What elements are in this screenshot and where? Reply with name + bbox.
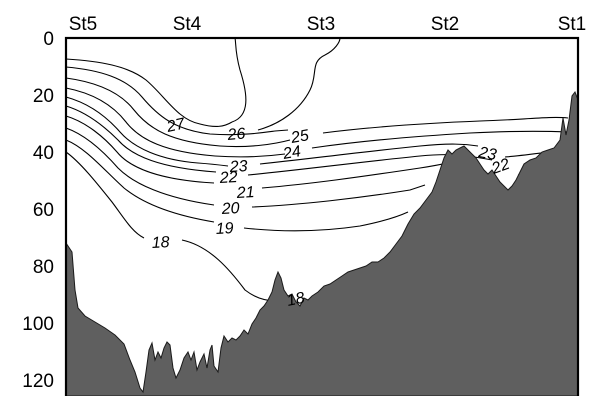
contour-label: 21 [235,184,255,202]
contour-label: 19 [215,220,234,238]
depth-tick-label: 20 [33,86,54,107]
station-axis: St5 St4 St3 St2 St1 [69,14,587,35]
depth-tick-label: 100 [22,314,54,335]
contour-label: 27 [164,115,187,136]
isotherm-upper-boundary [231,37,247,123]
depth-tick-label: 80 [33,257,54,278]
isotherm-24 [65,87,569,158]
isotherm-26 [65,66,289,136]
contour-label: 22 [218,169,238,187]
isotherm-25 [65,77,569,148]
station-label: St1 [558,14,587,35]
depth-tick-label: 40 [33,143,54,164]
station-label: St2 [431,14,460,35]
depth-tick-label: 120 [22,371,54,392]
contour-label: 20 [220,200,240,218]
seafloor-bathymetry [65,90,579,396]
contour-label: 23 [476,144,498,164]
contour-label: 24 [281,143,303,163]
station-label: St5 [69,14,98,35]
depth-tick-label: 60 [33,200,54,221]
contour-label: 25 [289,127,311,147]
isotherm-20 [65,127,426,208]
station-label: St4 [173,14,202,35]
isotherm-27 [65,58,233,127]
plot-frame [64,36,580,396]
isotherm-labels: 27 26 25 24 23 22 21 20 19 18 23 22 18 [151,115,512,310]
contour-label: 18 [151,234,170,252]
station-label: St3 [307,14,336,35]
contour-label: 18 [285,290,306,310]
isotherm-21 [65,115,463,189]
isotherm-26-tail [257,37,341,131]
contour-label: 22 [489,156,513,178]
depth-tick-label: 0 [43,29,54,50]
isotherm-19 [65,139,409,232]
contour-label: 26 [226,125,246,144]
depth-axis: 0 20 40 60 80 100 120 [22,29,54,392]
contour-label: 23 [228,158,248,176]
